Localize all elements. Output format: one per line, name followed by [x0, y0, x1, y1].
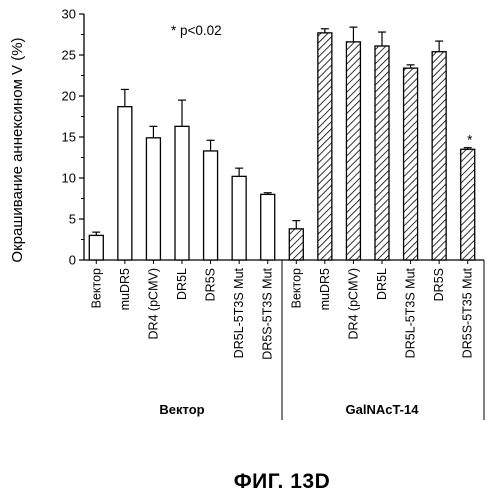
bar-2 [146, 138, 160, 260]
category-label-7: Вектор [289, 268, 303, 308]
bar-4 [204, 151, 218, 260]
bar-7 [289, 229, 303, 260]
y-tick-label-3: 15 [62, 130, 76, 145]
bar-11 [404, 68, 418, 260]
y-tick-label-2: 10 [62, 171, 76, 186]
y-tick-label-4: 20 [62, 89, 76, 104]
category-label-8: muDR5 [318, 268, 332, 310]
category-label-11: DR5L-5T3S Mut [404, 267, 418, 358]
bar-9 [346, 42, 360, 260]
y-tick-label-0: 0 [69, 253, 76, 268]
bar-5 [232, 176, 246, 260]
category-label-10: DR5L [375, 268, 389, 300]
category-label-9: DR4 (pCMV) [346, 268, 360, 340]
bar-8 [318, 33, 332, 260]
bar-6 [261, 194, 275, 260]
bar-0 [89, 235, 103, 260]
category-label-6: DR5S-5T3S Mut [261, 267, 275, 359]
category-label-0: Вектор [89, 268, 103, 308]
y-tick-label-1: 5 [69, 212, 76, 227]
category-label-3: DR5L [175, 268, 189, 300]
group-labels: Вектор GalNAcT-14 [159, 402, 419, 417]
group-label-1: GalNAcT-14 [346, 402, 420, 417]
bar-13 [461, 149, 475, 260]
bar-10 [375, 46, 389, 260]
significance-annotation: * p<0.02 [171, 23, 222, 38]
bars: * [89, 27, 474, 264]
y-tick-label-6: 30 [62, 7, 76, 22]
bar-12 [432, 52, 446, 260]
category-label-4: DR5S [204, 268, 218, 301]
category-label-2: DR4 (pCMV) [146, 268, 160, 340]
significance-marker-13: * [467, 133, 473, 148]
y-axis-label: Окрашивание аннексином V (%) [9, 37, 26, 262]
category-label-5: DR5L-5T3S Mut [232, 267, 246, 358]
category-label-13: DR5S-5T35 Mut [461, 267, 475, 358]
category-label-1: muDR5 [118, 268, 132, 310]
bar-3 [175, 126, 189, 260]
category-label-12: DR5S [432, 268, 446, 301]
y-tick-label-5: 25 [62, 48, 76, 63]
figure-caption: ФИГ. 13D [234, 470, 331, 493]
group-label-0: Вектор [159, 402, 204, 417]
bar-1 [118, 107, 132, 260]
